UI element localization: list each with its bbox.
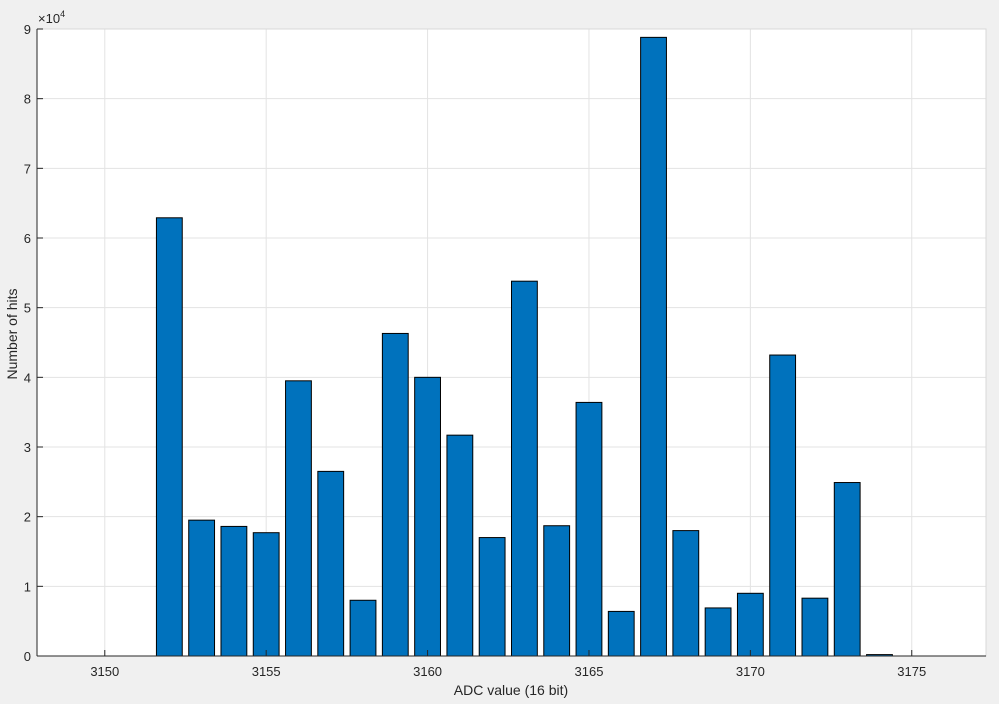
y-tick-label: 3 bbox=[24, 440, 31, 455]
bar bbox=[478, 537, 506, 657]
y-tick-label: 0 bbox=[24, 649, 31, 664]
y-tick-label: 1 bbox=[24, 579, 31, 594]
y-tick-label: 9 bbox=[24, 22, 31, 37]
x-tick-label: 3170 bbox=[736, 664, 765, 679]
bar bbox=[672, 530, 700, 657]
bar bbox=[769, 354, 797, 657]
y-exponent-label: ×104 bbox=[38, 9, 65, 26]
bars bbox=[155, 36, 893, 657]
bar bbox=[704, 607, 732, 657]
x-ticks: 3150 3155 3160 3165 3170 3175 bbox=[90, 650, 926, 679]
x-tick-label: 3165 bbox=[575, 664, 604, 679]
bar bbox=[220, 525, 248, 657]
bar bbox=[414, 376, 441, 657]
y-tick-label: 2 bbox=[24, 510, 31, 525]
y-tick-label: 6 bbox=[24, 231, 31, 246]
x-tick-label: 3155 bbox=[252, 664, 281, 679]
bar bbox=[607, 610, 635, 657]
x-tick-label: 3150 bbox=[90, 664, 119, 679]
bar bbox=[349, 599, 377, 657]
bar bbox=[736, 592, 764, 657]
bar bbox=[381, 332, 409, 657]
y-axis-label: Number of hits bbox=[4, 288, 20, 379]
bar bbox=[511, 280, 538, 657]
bar bbox=[285, 380, 312, 657]
y-tick-label: 4 bbox=[24, 370, 31, 385]
bar bbox=[252, 532, 280, 657]
bar bbox=[155, 217, 183, 657]
bar bbox=[575, 401, 603, 657]
bar bbox=[446, 434, 474, 657]
y-tick-label: 7 bbox=[24, 161, 31, 176]
bar bbox=[801, 597, 829, 657]
bar bbox=[317, 470, 345, 657]
x-tick-label: 3175 bbox=[897, 664, 926, 679]
y-ticks: 0 1 2 3 4 5 6 7 8 9 bbox=[24, 22, 43, 664]
bar bbox=[543, 525, 571, 657]
bar bbox=[833, 482, 861, 657]
bar bbox=[640, 36, 667, 657]
y-tick-label: 8 bbox=[24, 92, 31, 107]
x-axis-label: ADC value (16 bit) bbox=[454, 682, 568, 698]
y-tick-label: 5 bbox=[24, 301, 31, 316]
bar bbox=[188, 519, 216, 657]
x-tick-label: 3160 bbox=[413, 664, 442, 679]
